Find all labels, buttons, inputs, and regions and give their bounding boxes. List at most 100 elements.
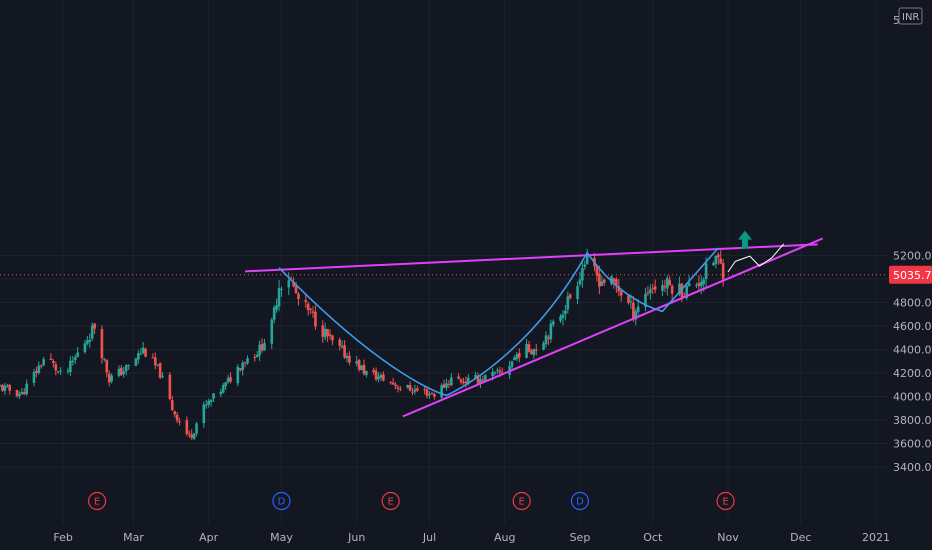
event-marker[interactable]: E [87, 491, 107, 511]
candle-body [1, 384, 4, 391]
candle-body [442, 384, 446, 388]
candle-body [534, 349, 538, 351]
candle-body [8, 384, 12, 391]
event-circle [87, 491, 107, 511]
price-tick-label: 4000.00 [893, 391, 932, 404]
candle-body [430, 393, 434, 395]
candle-body [408, 384, 412, 391]
candle-body [653, 286, 657, 290]
candle-body [224, 382, 227, 387]
candle-body [311, 311, 315, 313]
first-cup-curve[interactable] [278, 252, 588, 397]
candle-body [321, 325, 325, 337]
upper-trendline[interactable] [245, 243, 818, 273]
event-marker[interactable]: D [272, 491, 291, 511]
candle-body [190, 434, 194, 438]
event-label: D [278, 497, 286, 508]
lower-trendline[interactable] [402, 237, 824, 418]
candle-body [221, 384, 225, 393]
candle-body [542, 343, 545, 350]
candle-body [450, 377, 453, 386]
candle-body [297, 293, 300, 300]
event-marker[interactable]: E [716, 491, 735, 511]
candle-body [547, 336, 550, 339]
candle-body [236, 366, 240, 384]
candle-body [151, 357, 155, 359]
candle-body [551, 321, 555, 325]
candle-body [100, 329, 104, 359]
event-marker[interactable]: E [381, 491, 400, 511]
candlestick-series [0, 248, 725, 441]
candle-body [170, 400, 174, 411]
time-tick-label: Aug [494, 531, 515, 544]
candle-body [389, 381, 392, 383]
candle-body [583, 264, 587, 267]
event-marker[interactable]: D [570, 491, 590, 511]
candle-body [229, 377, 232, 382]
candle-body [137, 353, 140, 360]
candle-body [192, 433, 196, 439]
candle-body [474, 374, 477, 379]
candle-body [204, 404, 208, 406]
candle-body [372, 369, 375, 373]
trend-drawings [245, 230, 824, 418]
candle-body [39, 365, 43, 367]
candle-body [484, 375, 487, 381]
candle-body [644, 293, 647, 308]
candle-body [22, 392, 26, 395]
candle-body [360, 365, 363, 371]
candle-body [345, 356, 349, 359]
candle-body [304, 300, 308, 302]
candle-body [559, 316, 562, 321]
candle-body [627, 295, 630, 303]
candle-body [636, 306, 640, 313]
up-arrow-icon[interactable] [737, 230, 752, 249]
candle-body [59, 370, 62, 372]
candle-body [476, 375, 480, 384]
candle-body [3, 385, 7, 391]
candle-body [530, 350, 533, 355]
candle-body [277, 287, 281, 307]
candle-body [357, 360, 361, 370]
time-tick-label: Apr [199, 531, 219, 544]
time-tick-label: Jun [347, 531, 365, 544]
price-tick-label: 3600.00 [893, 438, 932, 451]
price-tick-label: 4800.00 [893, 297, 932, 310]
candle-body [568, 294, 572, 298]
candle-body [202, 404, 206, 424]
candle-body [127, 364, 130, 366]
second-cup-curve[interactable] [586, 247, 719, 313]
candle-body [491, 372, 494, 377]
candle-body [581, 268, 584, 281]
price-tick-label: 3800.00 [893, 414, 932, 427]
candle-body [37, 365, 41, 374]
candle-body [462, 382, 465, 384]
candle-body [185, 420, 189, 434]
event-circle [570, 491, 590, 511]
candle-body [702, 279, 706, 284]
candle-body [226, 377, 230, 383]
time-axis[interactable]: Feb Mar Apr May Jun Jul Aug Sep Oct Nov Dec 2021 [53, 531, 890, 544]
candle-body [719, 258, 722, 264]
event-label: D [576, 497, 584, 508]
event-circle [272, 491, 291, 511]
candle-body [175, 414, 179, 421]
candle-body [20, 391, 24, 395]
candle-body [527, 344, 531, 352]
projection-path[interactable] [727, 243, 785, 273]
candle-body [425, 389, 429, 396]
candle-body [212, 393, 215, 399]
time-tick-label: Feb [53, 531, 72, 544]
candle-body [496, 369, 499, 371]
candle-body [338, 339, 342, 346]
candle-body [161, 375, 164, 377]
candle-body [209, 399, 213, 402]
candle-body [685, 285, 689, 299]
candle-body [5, 385, 9, 387]
candle-body [178, 421, 181, 423]
time-tick-label: Sep [570, 531, 591, 544]
event-marker[interactable]: E [512, 491, 531, 511]
event-circle [716, 491, 735, 511]
